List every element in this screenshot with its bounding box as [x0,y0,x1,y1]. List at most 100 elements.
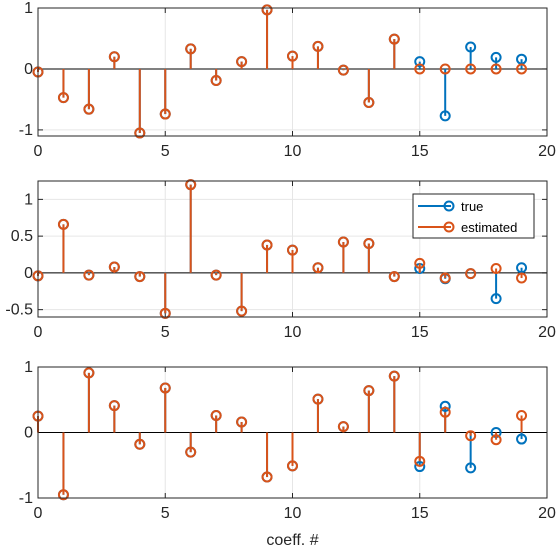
stem-marker-estimated [414,455,426,467]
stem-marker-estimated [210,75,222,87]
stem-marker-estimated [465,268,477,280]
stem-marker-estimated [134,438,146,450]
stem-marker-estimated [57,92,69,104]
legend: true estimated [412,193,535,239]
stem-marker-true [439,400,451,412]
stem-marker-estimated [490,63,502,75]
stem-marker-estimated [287,244,298,256]
x-tick-label: 10 [284,324,302,341]
stem-marker-true [414,56,426,68]
stem-marker-estimated [516,409,528,421]
stem-marker-estimated [312,393,324,405]
stem-marker-true [516,262,528,274]
stem-marker-estimated [287,50,298,62]
stem-marker-estimated [363,96,375,108]
y-tick-label: -0.5 [5,302,33,319]
stem-marker-estimated [414,257,426,269]
stem-marker-estimated [388,370,400,382]
x-tick-label: 15 [411,324,429,341]
stem-marker-estimated [439,406,451,418]
subplot-1: 0 5 10 15 20-101 [19,0,556,160]
x-tick-label: 10 [284,505,302,522]
stem-marker-estimated [261,239,273,251]
stem-marker-estimated [134,271,146,283]
stem-marker-estimated [57,218,69,230]
y-tick-label: 1 [24,359,33,376]
stem-marker-estimated [57,489,69,501]
y-tick-label: 1 [24,191,33,208]
x-tick-label: 20 [538,143,556,160]
stem-marker-estimated [83,367,95,379]
y-tick-label: -1 [19,490,33,507]
y-tick-label: 0 [24,61,33,78]
axes-box [37,180,548,318]
stem-marker-estimated [210,269,222,281]
y-tick-label: 0 [24,425,33,442]
stem-marker-estimated [490,262,502,274]
stem-marker-estimated [159,108,171,120]
x-tick-label: 0 [34,324,43,341]
stem-marker-estimated [261,471,273,483]
x-tick-label: 15 [411,505,429,522]
stem-marker-estimated [337,421,349,433]
stem-marker-estimated [159,382,171,394]
stem-marker-true [490,293,502,305]
stem-marker-true [465,462,477,474]
stem-marker-estimated [337,236,349,248]
stem-marker-estimated [185,43,197,55]
y-tick-label: 1 [24,0,33,17]
stem-marker-true [439,110,451,122]
stem-marker-estimated [439,272,451,284]
y-tick-label: -1 [19,122,33,139]
stem-marker-estimated [337,64,349,76]
legend-marker-estimated [443,221,455,233]
stem-marker-estimated [287,460,298,472]
stem-marker-true [414,461,426,473]
x-tick-label: 20 [538,324,556,341]
stem-marker-true [465,41,477,53]
stem-marker-estimated [363,237,375,249]
axes-box [37,7,548,137]
y-tick-label: 0.5 [11,228,33,245]
x-tick-label: 20 [538,505,556,522]
axes-box [37,366,548,499]
stem-marker-estimated [465,63,477,75]
stem-marker-estimated [261,4,273,16]
legend-label-estimated: estimated [461,220,517,235]
x-tick-label: 5 [161,143,170,160]
stem-marker-estimated [185,179,197,191]
legend-label-true: true [461,199,483,214]
x-tick-label: 5 [161,505,170,522]
stem-marker-estimated [159,307,171,319]
stem-marker-estimated [388,271,400,283]
stem-marker-estimated [490,434,502,446]
x-axis-label: coeff. # [266,532,318,549]
legend-box [412,193,535,239]
stem-marker-estimated [210,409,222,421]
stem-marker-estimated [439,63,451,75]
stem-marker-estimated [465,430,477,442]
stem-marker-estimated [236,305,248,317]
x-tick-label: 0 [34,505,43,522]
y-tick-label: 0 [24,265,33,282]
stem-marker-estimated [108,261,120,273]
x-tick-label: 0 [34,143,43,160]
stem-marker-true [516,433,528,445]
x-tick-label: 10 [284,143,302,160]
stem-marker-estimated [516,272,528,284]
series-estimated [32,367,528,501]
stem-marker-estimated [236,416,248,428]
stem-marker-estimated [312,262,324,274]
stem-marker-estimated [134,127,146,139]
stem-marker-estimated [185,446,197,458]
stem-marker-estimated [83,269,95,281]
x-tick-label: 5 [161,324,170,341]
x-tick-label: 15 [411,143,429,160]
legend-marker-true [443,200,455,212]
stem-marker-estimated [414,63,426,75]
stem-marker-true [490,51,502,63]
stem-marker-estimated [83,103,95,115]
